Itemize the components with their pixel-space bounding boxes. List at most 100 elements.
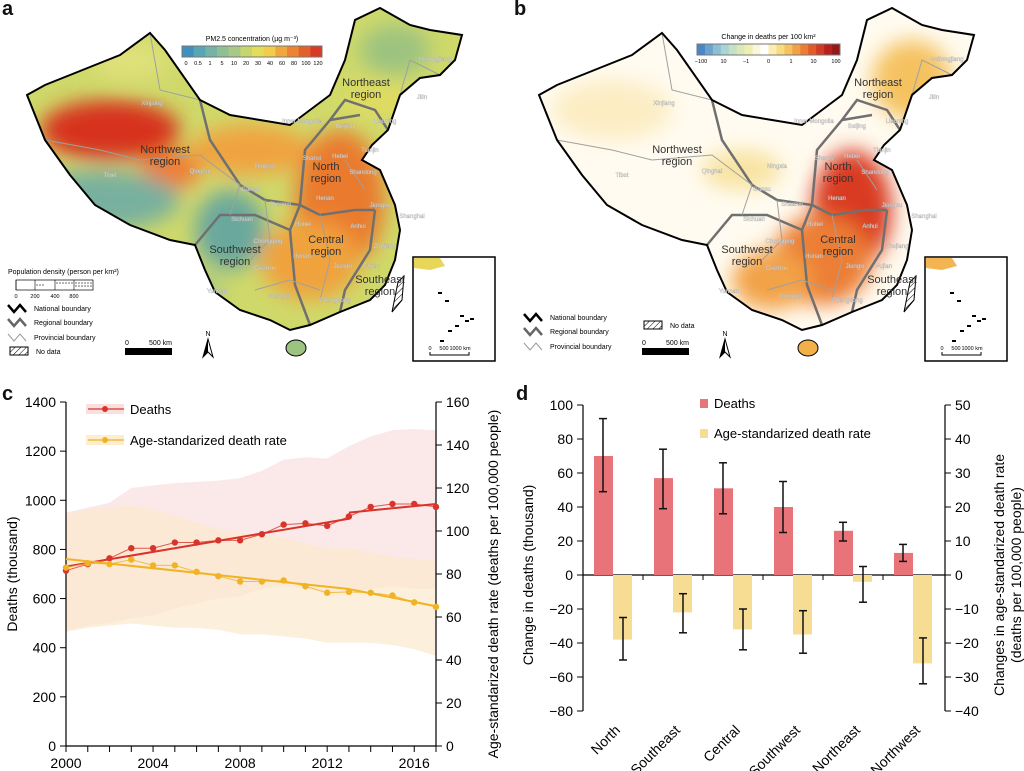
- y-tick-label: −40: [549, 635, 573, 651]
- colorbar-swatch: [752, 44, 761, 55]
- y2-tick-label: 40: [955, 431, 971, 447]
- data-point: [84, 560, 91, 567]
- inset-scale-label: 1000 km: [961, 346, 983, 352]
- region-label: region: [863, 89, 894, 101]
- colorbar-tick: 120: [313, 61, 322, 67]
- province-label: Guizhou: [766, 266, 788, 272]
- hainan-island: [797, 339, 819, 357]
- map-shade: [90, 40, 170, 80]
- province-label: Jilin: [417, 95, 427, 101]
- inset-island: [465, 320, 469, 322]
- province-label: Shanghai: [911, 214, 936, 220]
- map-shade: [190, 125, 310, 175]
- colorbar-swatch: [240, 46, 253, 57]
- y-axis-label: Change in deaths (thousand): [520, 485, 536, 666]
- region-label: North: [825, 161, 852, 173]
- province-label: Guangxi: [267, 294, 289, 300]
- provincial-boundary: [766, 279, 833, 291]
- inset-island: [982, 318, 986, 320]
- colorbar-swatch: [205, 46, 218, 57]
- province-label: Anhui: [862, 224, 877, 230]
- trend-line: [65, 517, 350, 568]
- legend-boundary-label: Regional boundary: [34, 320, 93, 327]
- legend-boundary-icon: [7, 303, 27, 314]
- province-label: Jiangsu: [882, 203, 903, 209]
- chart-regional-change: −80 −60 −40 −20 0 20 40 60 80 100 −40 −30 −20 −10 0 10 2…: [520, 396, 1024, 771]
- y-tick-label: 1400: [25, 394, 56, 410]
- province-label: Guizhou: [254, 266, 276, 272]
- region-label: region: [220, 256, 251, 268]
- legend-nodata-label: No data: [36, 349, 61, 356]
- colorbar-tick: 1: [208, 61, 211, 67]
- regional-boundary: [329, 98, 390, 131]
- colorbar-tick: −100: [695, 59, 707, 65]
- y-tick-label: 200: [33, 689, 57, 705]
- data-point: [236, 578, 244, 585]
- inset-scale-label: 1000 km: [449, 346, 471, 352]
- y2-tick-label: 50: [955, 397, 971, 413]
- colorbar-tick: 10: [810, 59, 816, 65]
- pop-legend-dot: [56, 282, 58, 284]
- region-label: region: [823, 173, 854, 185]
- legend-nodata-icon: [9, 346, 29, 356]
- inset-land: [926, 258, 957, 270]
- province-label: Tibet: [615, 173, 628, 179]
- y2-tick-label: 0: [955, 567, 963, 583]
- regional-boundary: [800, 229, 824, 326]
- inset-island: [977, 320, 981, 322]
- legend-nodata-label: No data: [670, 323, 695, 330]
- regional-boundary: [194, 204, 302, 246]
- legend-label: Deaths: [130, 402, 172, 417]
- region-label: region: [311, 173, 342, 185]
- regional-boundary: [706, 204, 814, 246]
- colorbar-swatch: [736, 44, 745, 55]
- province-label: Shandong: [861, 170, 888, 176]
- x-tick-label: 2016: [399, 755, 430, 771]
- provincial-boundary: [344, 159, 366, 191]
- inset-island: [455, 325, 459, 327]
- provincial-boundary: [399, 59, 441, 96]
- province-label: Shanxi: [303, 156, 321, 162]
- region-label: Southeast: [355, 274, 405, 286]
- legend-label: Age-standarized death rate: [130, 433, 287, 448]
- y-tick-label: 100: [550, 397, 574, 413]
- province-label: Tibet: [103, 173, 116, 179]
- data-point: [171, 539, 179, 546]
- province-label: Shaanxi: [781, 202, 803, 208]
- data-point: [280, 577, 287, 584]
- data-point: [302, 520, 309, 527]
- colorbar-tick: −1: [743, 59, 749, 65]
- pop-legend-dot: [75, 282, 77, 284]
- region-label: Central: [308, 234, 343, 246]
- y2-tick-label: −40: [955, 703, 979, 719]
- colorbar-frame: [696, 43, 841, 56]
- regional-boundary: [298, 113, 361, 206]
- data-point: [215, 572, 222, 580]
- province-label: Ningxia: [767, 164, 788, 170]
- y2-tick-label: 0: [446, 738, 454, 754]
- bar-death-rate: [733, 575, 752, 630]
- scale-label: 500 km: [149, 340, 172, 347]
- province-label: Yunnan: [207, 289, 227, 295]
- province-label: Qinghai: [190, 169, 211, 175]
- province-label: Shaanxi: [269, 202, 291, 208]
- legend-label: Age-standarized death rate: [714, 426, 871, 441]
- pop-legend-dot: [65, 282, 67, 284]
- province-label: Sichuan: [743, 217, 765, 223]
- y-tick-label: 1200: [25, 443, 56, 459]
- colorbar-frame: [181, 45, 323, 58]
- data-point: [193, 539, 200, 546]
- scale-bar: [642, 348, 689, 355]
- bar-death-rate: [793, 575, 812, 635]
- province-label: Beijing: [848, 124, 866, 130]
- inset-map-box: [924, 256, 1008, 362]
- y2-tick-label: −30: [955, 669, 979, 685]
- colorbar-swatch: [287, 46, 299, 57]
- legend-boundary-label: Provincial boundary: [550, 344, 612, 351]
- colorbar-tick: 30: [255, 61, 261, 67]
- data-point: [302, 583, 309, 590]
- pop-legend-dot: [81, 285, 83, 287]
- region-label: region: [662, 156, 693, 168]
- legend-boundary-icon: [523, 342, 543, 351]
- trend-line: [65, 557, 350, 591]
